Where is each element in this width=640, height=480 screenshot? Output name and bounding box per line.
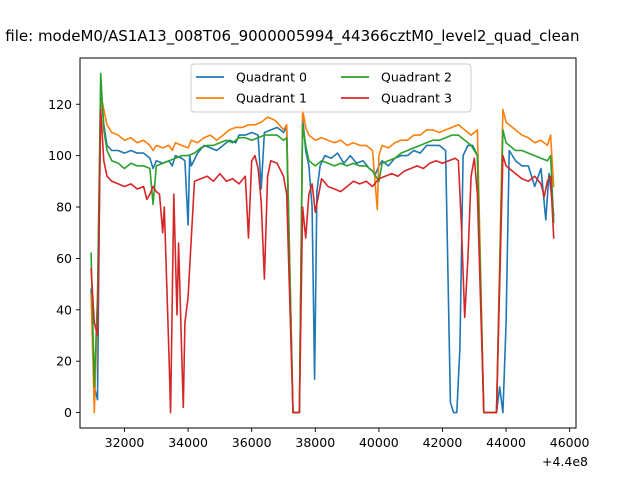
y-tick-label: 120 (48, 97, 72, 112)
legend-frame (190, 63, 472, 113)
series-line-quadrant-3 (90, 108, 555, 414)
x-axis: 32000 34000 36000 38000 40000 42000 44000 46000 (105, 428, 590, 450)
x-tick-label: 42000 (423, 435, 463, 450)
chart-title: n file: modeM0/AS1A13_008T06_9000005994_… (0, 27, 580, 46)
series-line-quadrant-1 (90, 93, 555, 414)
y-tick-label: 80 (56, 200, 72, 215)
legend-label-quadrant-0: Quadrant 0 (236, 70, 307, 85)
y-axis: 0 20 40 60 80 100 120 (48, 97, 80, 420)
legend: Quadrant 0 Quadrant 1 Quadrant 2 Quadrant 3 (190, 63, 472, 113)
y-tick-label: 40 (56, 302, 72, 317)
x-tick-label: 44000 (486, 435, 526, 450)
y-tick-label: 20 (56, 354, 72, 369)
y-tick-label: 60 (56, 251, 72, 266)
plot-frame (79, 57, 577, 429)
y-tick-label: 100 (48, 148, 72, 163)
x-axis-offset-label: +4.4e8 (542, 454, 588, 469)
y-tick-label: 0 (64, 405, 72, 420)
x-tick-label: 38000 (295, 435, 335, 450)
x-tick-label: 34000 (168, 435, 208, 450)
legend-label-quadrant-3: Quadrant 3 (381, 91, 452, 106)
x-tick-label: 46000 (550, 435, 590, 450)
x-tick-label: 40000 (359, 435, 399, 450)
legend-label-quadrant-2: Quadrant 2 (381, 70, 452, 85)
x-tick-label: 36000 (232, 435, 272, 450)
x-tick-label: 32000 (105, 435, 145, 450)
legend-label-quadrant-1: Quadrant 1 (236, 91, 307, 106)
series-layer (90, 72, 555, 414)
